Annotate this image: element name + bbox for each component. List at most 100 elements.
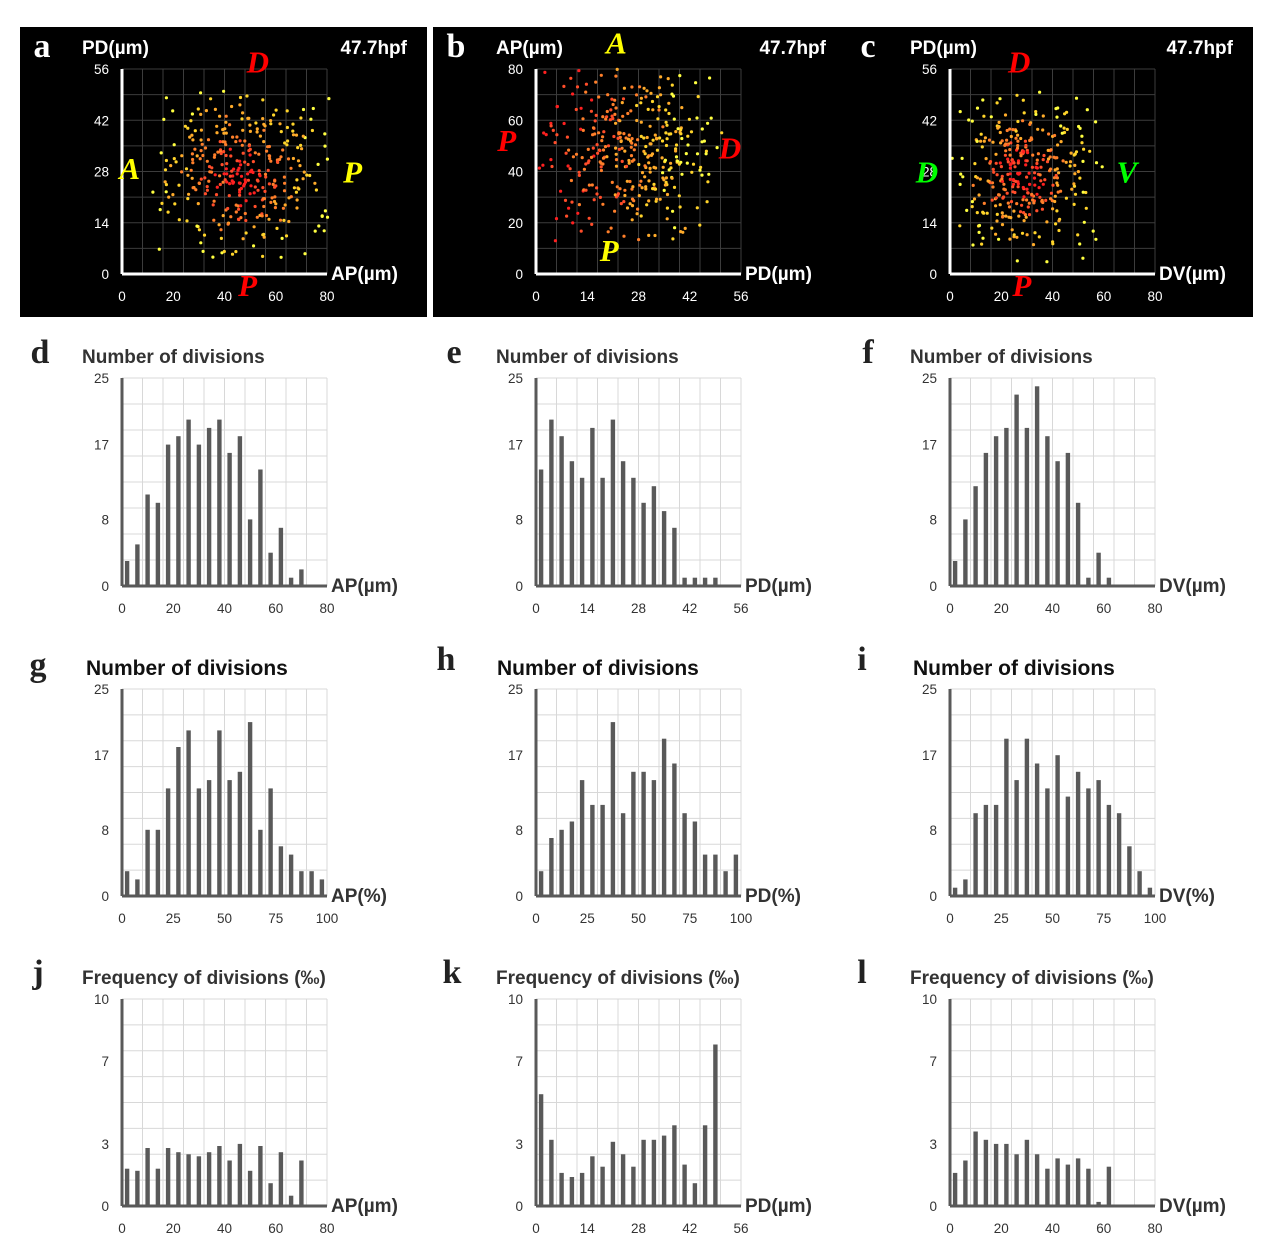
scatter-point [1039,165,1043,169]
scatter-point [205,185,209,189]
scatter-point [621,97,626,101]
bar [723,871,728,896]
scatter-point [661,171,665,175]
scatter-point [720,131,724,135]
bar [124,871,130,896]
scatter-point [1008,237,1012,241]
gridlines [950,688,1156,896]
scatter-point [1100,165,1104,169]
scatter-point [295,206,299,210]
scatter-point [640,186,644,190]
gridlines [122,68,328,274]
scatter-point [614,121,618,125]
scatter-point [1088,149,1092,153]
scatter-point [981,98,985,102]
scatter-point [997,193,1001,197]
scatter-point [674,149,678,153]
scatter-point [606,144,611,148]
scatter-point [255,130,259,134]
scatter-point [262,140,266,144]
scatter-point [657,86,662,90]
scatter-point [653,187,658,191]
scatter-point [550,164,554,169]
x-axis-label: AP(µm) [331,264,398,285]
scatter-point [218,174,222,178]
scatter-point [543,70,547,74]
scatter-point [584,90,588,94]
scatter-point [998,97,1002,101]
y-tick-label: 25 [922,682,937,697]
scatter-point [655,137,659,141]
gridlines [950,68,1156,274]
x-tick-label: 60 [1096,601,1111,616]
scatter-point [255,215,259,219]
scatter-point [1072,153,1076,157]
scatter-point [700,173,704,177]
scatter-point [544,133,548,137]
scatter-point [605,109,609,114]
bar [610,1141,616,1206]
bar [952,561,958,586]
scatter-point [1076,170,1080,174]
scatter-point [191,138,195,142]
panel-c: 0 20 40 60 80 0 14 28 42 56 DV(µm) c PD(µm) 47.7hpf D P… [846,27,1253,317]
scatter-point [1016,144,1020,148]
bar [579,780,585,896]
gridlines [950,998,1156,1206]
orientation-label: P [237,268,258,303]
scatter-point [704,149,709,153]
scatter-point [1020,231,1025,235]
scatter-point [190,112,194,116]
scatter-point [238,139,242,143]
scatter-point [975,176,980,180]
scatter-point [1084,190,1088,195]
scatter-point [639,179,643,183]
bar [196,444,202,586]
scatter-point [1028,182,1032,186]
scatter-point [659,75,663,79]
scatter-point [278,218,283,222]
scatter-point [600,139,604,143]
scatter-point [577,69,581,73]
scatter-point [1065,127,1069,131]
scatter-point [648,166,652,170]
scatter-point [590,222,594,226]
scatter-point [980,145,984,149]
scatter-point [1008,166,1013,170]
scatter-point [268,156,272,161]
scatter-point [565,214,569,218]
y-tick-label: 17 [508,748,523,763]
scatter-point [219,236,223,240]
y-tick-label: 7 [929,1054,937,1069]
bars [538,419,718,586]
x-tick-label: 75 [268,911,283,926]
y-tick-label: 0 [101,267,109,282]
bar [268,788,273,896]
scatter-point [1022,111,1026,115]
bar [702,577,708,586]
y-tick-label: 7 [101,1054,109,1069]
scatter-point [587,183,592,187]
scatter-point [215,131,219,135]
bar [165,444,171,586]
bar [590,427,595,586]
scatter-point [1072,182,1076,186]
scatter-point [653,233,657,238]
scatter-point [587,216,591,220]
scatter-point [234,210,238,214]
y-tick-label: 3 [929,1137,937,1152]
bar [1086,788,1091,896]
orientation-label: D [1007,45,1030,80]
scatter-point [1018,171,1022,175]
scatter-point [1015,93,1019,97]
scatter-point [1008,127,1012,131]
scatter-point [247,116,251,120]
scatter-point [1020,203,1024,207]
x-tick-label: 56 [733,601,748,616]
scatter-point [224,167,228,171]
scatter-point [666,77,670,81]
scatter-point [990,198,994,202]
bar [1045,436,1050,586]
scatter-point [294,190,298,194]
y-tick-label: 0 [515,889,523,904]
